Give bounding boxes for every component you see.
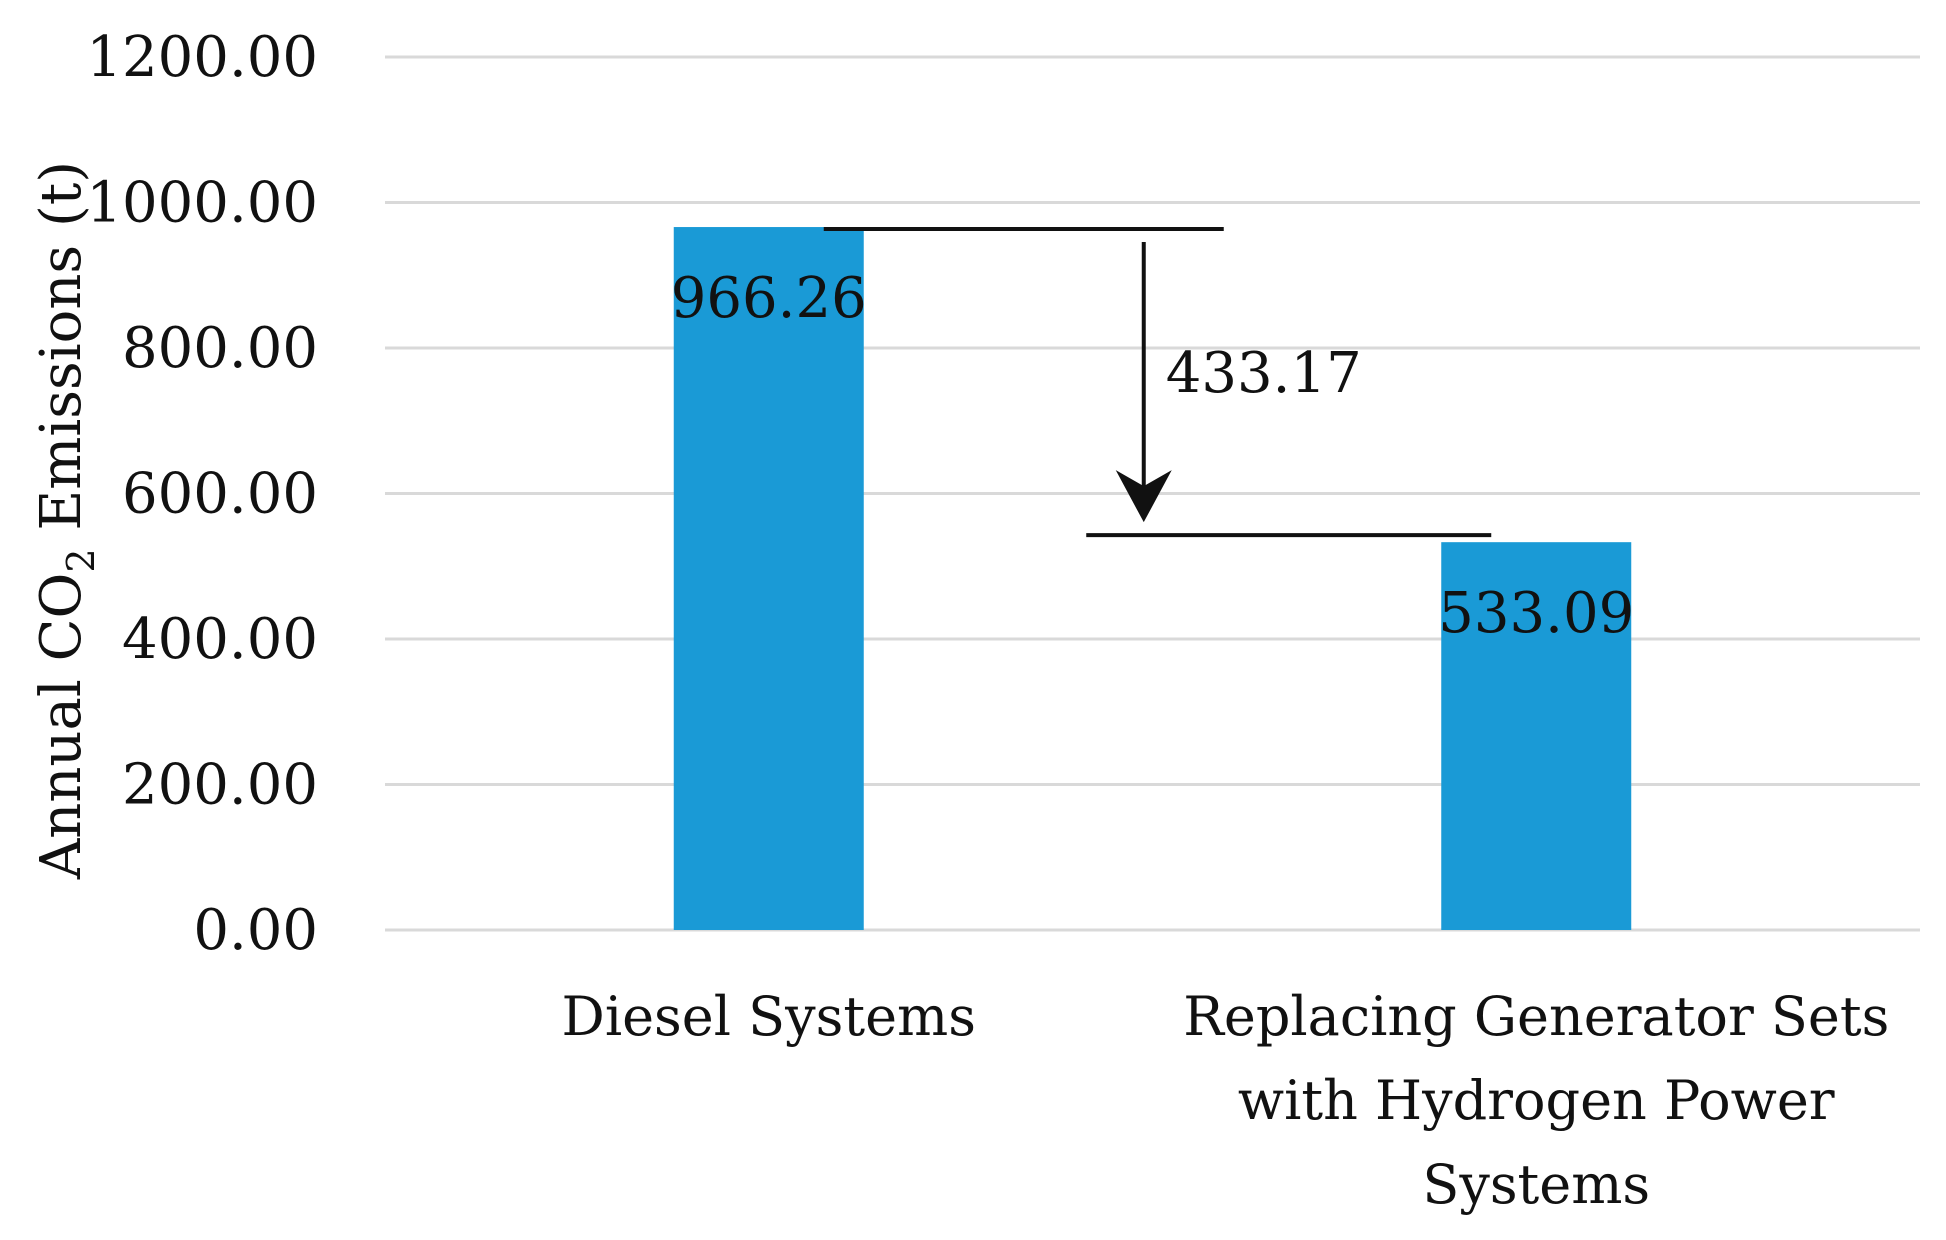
bar xyxy=(1441,542,1632,930)
x-category-label: Systems xyxy=(1422,1153,1650,1216)
reduction-label: 433.17 xyxy=(1166,341,1362,406)
x-category-label: Diesel Systems xyxy=(562,985,976,1048)
y-tick-label: 0.00 xyxy=(193,898,318,963)
x-category-label: with Hydrogen Power xyxy=(1238,1069,1835,1132)
data-label: 533.09 xyxy=(1438,581,1634,646)
x-axis-categories: Diesel Systems Replacing Generator Sets wi… xyxy=(562,985,1890,1216)
y-tick-label: 600.00 xyxy=(122,462,318,527)
y-axis-ticks: 0.00 200.00 400.00 600.00 800.00 1000.00 1200.… xyxy=(86,25,318,963)
y-axis-title: Annual CO2 Emissions (t) xyxy=(29,161,103,880)
data-labels: 966.26 533.09 xyxy=(671,266,1634,646)
gridlines xyxy=(385,55,1920,932)
x-category-label: Replacing Generator Sets xyxy=(1183,985,1889,1048)
y-tick-label: 200.00 xyxy=(122,753,318,818)
y-tick-label: 1000.00 xyxy=(86,171,318,236)
reduction-annotation: 433.17 xyxy=(823,227,1492,538)
y-tick-label: 400.00 xyxy=(122,607,318,672)
bars xyxy=(673,227,1632,931)
data-label: 966.26 xyxy=(671,266,867,331)
y-tick-label: 1200.00 xyxy=(86,25,318,90)
bar xyxy=(673,227,864,931)
y-tick-label: 800.00 xyxy=(122,316,318,381)
arrow-down-icon xyxy=(1115,470,1172,523)
